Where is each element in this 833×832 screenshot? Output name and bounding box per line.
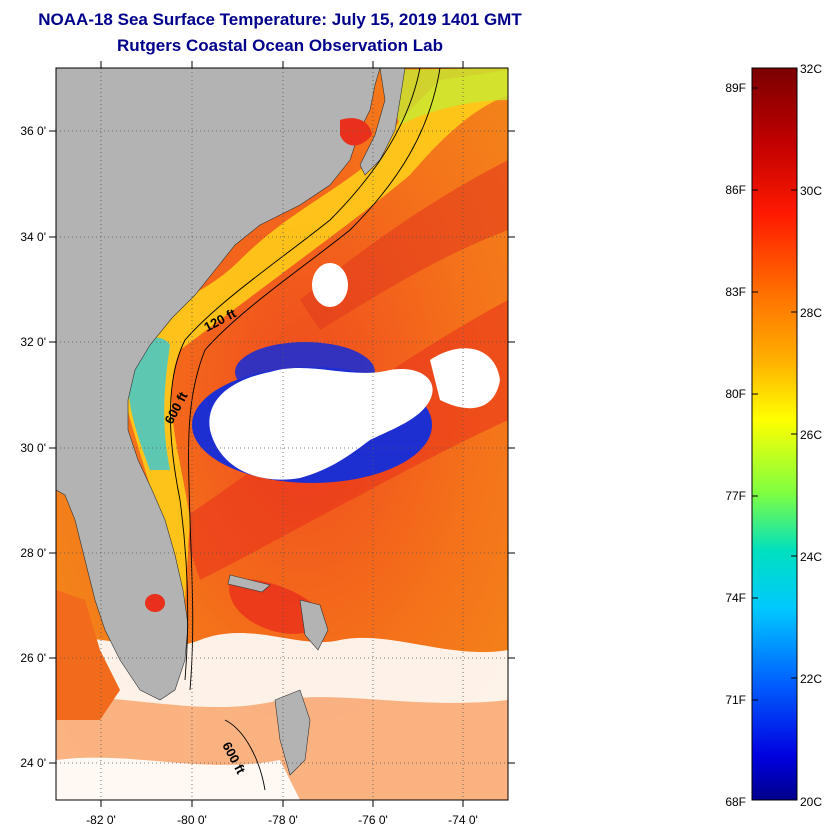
- cloud-cover-central: [209, 368, 433, 480]
- colorbar-celsius-label: 26C: [800, 428, 822, 442]
- lat-tick-label: 26 0': [20, 651, 46, 665]
- coastal-upwelling: [127, 337, 170, 470]
- colorbar-fahrenheit-label: 71F: [725, 693, 746, 707]
- land-southeast-us: [56, 68, 381, 701]
- colorbar-fahrenheit-label: 80F: [725, 387, 746, 401]
- lat-tick-label: 34 0': [20, 230, 46, 244]
- colorbar-celsius-label: 22C: [800, 672, 822, 686]
- warm-eddy: [300, 160, 508, 330]
- map-subtitle: Rutgers Coastal Ocean Observation Lab: [117, 36, 443, 55]
- isobath-120ft: [170, 68, 421, 681]
- colorbar-celsius-label: 28C: [800, 306, 822, 320]
- colorbar-fahrenheit-label: 74F: [725, 591, 746, 605]
- bahamas-bank: [229, 579, 322, 634]
- colorbar-fahrenheit-label: 77F: [725, 489, 746, 503]
- colorbar-fahrenheit-label: 68F: [725, 795, 746, 809]
- isobath-600ft: [188, 68, 441, 691]
- colorbar-fahrenheit-label: 83F: [725, 285, 746, 299]
- lon-tick-label: -78 0': [268, 813, 298, 827]
- cloud-patch: [312, 263, 348, 307]
- colorbar-celsius-label: 24C: [800, 550, 822, 564]
- colorbar-gradient: [751, 67, 798, 801]
- lake-okeechobee: [145, 594, 165, 612]
- andros-island: [274, 689, 311, 776]
- lon-tick-label: -74 0': [448, 813, 478, 827]
- lat-tick-label: 28 0': [20, 546, 46, 560]
- lat-tick-label: 32 0': [20, 335, 46, 349]
- lat-tick-label: 30 0': [20, 441, 46, 455]
- abaco-island: [299, 599, 329, 651]
- graticule: [56, 68, 508, 800]
- colorbar-fahrenheit-label: 89F: [725, 81, 746, 95]
- colorbar-celsius-label: 32C: [800, 62, 822, 76]
- colorbar-fahrenheit-label: 86F: [725, 183, 746, 197]
- colorbar-celsius-label: 20C: [800, 795, 822, 809]
- map-frame: [55, 67, 509, 801]
- lat-tick-label: 24 0': [20, 756, 46, 770]
- colorbar-celsius-label: 30C: [800, 184, 822, 198]
- lon-tick-label: -80 0': [177, 813, 207, 827]
- northern-cool-water: [380, 68, 508, 125]
- lon-tick-label: -82 0': [86, 813, 116, 827]
- lat-tick-label: 36 0': [20, 124, 46, 138]
- axis-ticks: [49, 61, 515, 807]
- lon-tick-label: -76 0': [358, 813, 388, 827]
- map-title: NOAA-18 Sea Surface Temperature: July 15…: [38, 10, 522, 29]
- grand-bahama-island: [227, 574, 271, 593]
